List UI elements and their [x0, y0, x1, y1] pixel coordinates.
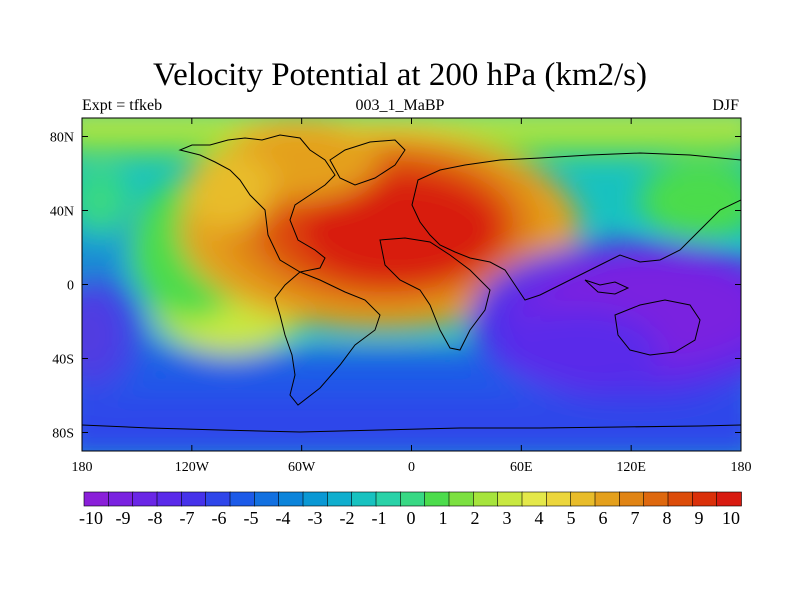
colorbar-swatch — [156, 491, 183, 507]
colorbar-swatch — [424, 491, 450, 507]
coastline-eurasia — [411, 152, 741, 301]
colorbar-swatch — [546, 491, 572, 507]
colorbar-label: -2 — [340, 508, 355, 528]
contour-field — [82, 118, 741, 451]
colorbar-label: 4 — [535, 508, 544, 528]
y-tick-label: 80N — [50, 131, 74, 146]
x-axis: 180 120W 60W 0 60E 120E 180 — [72, 118, 752, 475]
y-tick-label: 0 — [67, 279, 74, 294]
colorbar-swatch — [716, 491, 742, 507]
colorbar-swatch — [254, 491, 280, 507]
x-tick-label: 120E — [616, 460, 646, 475]
colorbar-swatch — [594, 491, 621, 507]
colorbar-swatch — [327, 491, 353, 507]
colorbar-label: 1 — [439, 508, 448, 528]
colorbar-swatch — [108, 491, 134, 507]
colorbar-swatch — [619, 491, 645, 507]
x-tick-label: 60W — [288, 460, 316, 475]
season-label: DJF — [712, 97, 739, 114]
colorbar-swatch — [278, 491, 304, 507]
colorbar-swatch — [205, 491, 231, 507]
experiment-label: Expt = tfkeb — [82, 97, 163, 114]
colorbar-label: -5 — [244, 508, 259, 528]
y-tick-label: 80S — [52, 427, 74, 442]
colorbar: -10 -9 -8 -7 -6 -5 -4 -3 -2 -1 0 1 2 3 4 5 6 7 8 9 10 — [79, 491, 742, 528]
coastline-africa — [379, 237, 491, 351]
x-tick-label: 120W — [175, 460, 210, 475]
x-tick-label: 180 — [731, 460, 752, 475]
colorbar-label: -8 — [148, 508, 163, 528]
colorbar-swatch — [375, 491, 402, 507]
run-label: 003_1_MaBP — [355, 97, 445, 114]
colorbar-label: 5 — [567, 508, 576, 528]
y-tick-label: 40N — [50, 205, 74, 220]
colorbar-swatch — [400, 491, 426, 507]
x-tick-label: 180 — [72, 460, 93, 475]
coastline-antarctica — [82, 424, 741, 433]
x-tick-label: 60E — [510, 460, 533, 475]
colorbar-swatch — [83, 491, 110, 507]
colorbar-swatch — [521, 491, 548, 507]
colorbar-label: 6 — [599, 508, 608, 528]
colorbar-label: 3 — [503, 508, 512, 528]
colorbar-swatch — [302, 491, 329, 507]
colorbar-label: 7 — [631, 508, 640, 528]
x-tick-label: 0 — [408, 460, 415, 475]
colorbar-swatch — [643, 491, 669, 507]
colorbar-label: -7 — [180, 508, 195, 528]
colorbar-label: 10 — [722, 508, 740, 528]
coastline-australia — [614, 299, 701, 356]
colorbar-label: -9 — [116, 508, 131, 528]
colorbar-label: 9 — [695, 508, 704, 528]
colorbar-label: -6 — [212, 508, 227, 528]
colorbar-label: -10 — [79, 508, 103, 528]
colorbar-swatch — [667, 491, 694, 507]
coastline-north-america — [178, 134, 336, 273]
colorbar-swatch — [181, 491, 207, 507]
colorbar-swatch — [497, 491, 523, 507]
coastline-indonesia — [584, 279, 630, 295]
y-tick-label: 40S — [52, 353, 74, 368]
colorbar-label: 0 — [407, 508, 416, 528]
colorbar-label: -1 — [372, 508, 387, 528]
plot-title: Velocity Potential at 200 hPa (km2/s) — [152, 57, 648, 93]
colorbar-swatch — [692, 491, 718, 507]
colorbar-swatch — [473, 491, 499, 507]
colorbar-swatch — [351, 491, 377, 507]
colorbar-label: -3 — [308, 508, 323, 528]
coastline-greenland — [329, 139, 406, 186]
colorbar-swatch — [448, 491, 475, 507]
colorbar-label: 2 — [471, 508, 480, 528]
colorbar-swatch — [229, 491, 256, 507]
coastline-south-america — [274, 271, 381, 406]
colorbar-label: -4 — [276, 508, 291, 528]
colorbar-swatch — [132, 491, 158, 507]
coastlines — [82, 134, 741, 433]
colorbar-swatch — [570, 491, 596, 507]
colorbar-label: 8 — [663, 508, 672, 528]
y-axis: 80N 40N 0 40S 80S — [50, 131, 741, 442]
